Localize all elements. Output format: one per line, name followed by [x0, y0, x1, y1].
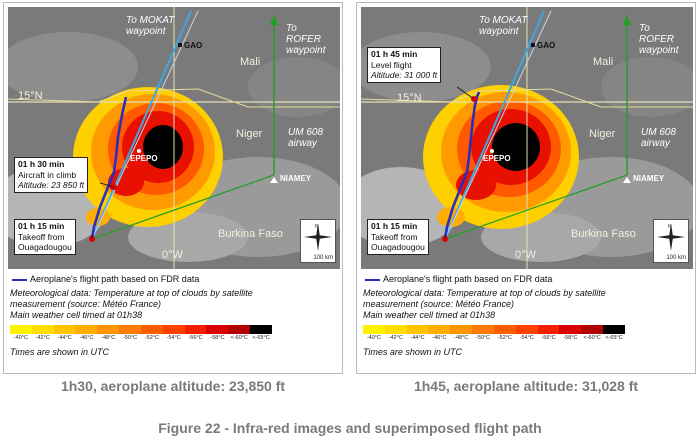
colorbar-swatch: [428, 325, 451, 334]
compass-rose: N 100 km: [653, 219, 689, 263]
label-niamey: NIAMEY: [633, 174, 665, 183]
legend-flight-path: Aeroplane's flight path based on FDR dat…: [363, 273, 693, 286]
legend: Aeroplane's flight path based on FDR dat…: [10, 273, 340, 357]
colorbar: [363, 325, 625, 334]
compass-rose: N 100 km: [300, 219, 336, 263]
colorbar-swatch: [537, 325, 560, 334]
caption-left: 1h30, aeroplane altitude: 23,850 ft: [60, 378, 286, 394]
colorbar-swatch: [472, 325, 494, 334]
satellite-map-1h30: To MOKAT waypoint To ROFER waypoint GAO Mal…: [8, 7, 340, 269]
label-15n: 15°N: [397, 92, 422, 104]
colorbar-swatch: [140, 325, 163, 334]
label-niamey: NIAMEY: [280, 174, 312, 183]
map-graphics: [8, 7, 340, 269]
label-0w: 0°W: [515, 249, 536, 261]
caption-right: 1h45, aeroplane altitude: 31,028 ft: [413, 378, 639, 394]
label-epepo: EPEPO: [130, 154, 158, 163]
label-um608: UM 608 airway: [288, 127, 324, 149]
flight-path-swatch: [365, 279, 380, 281]
label-0w: 0°W: [162, 249, 183, 261]
colorbar-swatch: [162, 325, 185, 334]
colorbar-swatch: [363, 325, 385, 334]
scale-label: 100 km: [313, 255, 333, 261]
callout-bottom: 01 h 15 min Takeoff from Ouagadougou: [367, 219, 429, 255]
label-to-mokat: To MOKAT waypoint: [479, 15, 528, 37]
label-mali: Mali: [593, 56, 614, 68]
colorbar-swatch: [184, 325, 207, 334]
colorbar-swatch: [581, 325, 604, 334]
callout-top: 01 h 30 min Aircraft in climb Altitude: …: [14, 157, 89, 193]
label-niger: Niger: [589, 128, 616, 140]
colorbar-swatch: [97, 325, 120, 334]
label-gao: GAO: [184, 41, 203, 50]
callout-top: 01 h 45 min Level flight Altitude: 31 00…: [367, 47, 442, 83]
colorbar-swatch: [493, 325, 516, 334]
label-gao: GAO: [537, 41, 556, 50]
svg-text:N: N: [668, 224, 672, 230]
meteo-text: Meteorological data: Temperature at top …: [10, 288, 253, 320]
colorbar-swatch: [206, 325, 229, 334]
colorbar-swatch: [119, 325, 141, 334]
meteo-text: Meteorological data: Temperature at top …: [363, 288, 606, 320]
temp-ticks: -40°C -42°C -44°C -46°C -48°C -50°C -52°C -54°C…: [13, 335, 270, 341]
compass-icon: N: [304, 223, 332, 251]
label-epepo: EPEPO: [483, 154, 511, 163]
utc-note: Times are shown in UTC: [10, 347, 109, 357]
flight-path-swatch: [12, 279, 27, 281]
colorbar-swatch: [31, 325, 54, 334]
svg-text:N: N: [315, 224, 319, 230]
colorbar-swatch: [603, 325, 625, 334]
figure-title: Figure 22 - Infra-red images and superim…: [158, 420, 542, 436]
utc-note: Times are shown in UTC: [363, 347, 462, 357]
colorbar-swatch: [250, 325, 272, 334]
colorbar-swatch: [75, 325, 98, 334]
legend-flight-path: Aeroplane's flight path based on FDR dat…: [10, 273, 340, 286]
label-to-mokat: To MOKAT waypoint: [126, 15, 175, 37]
scale-label: 100 km: [666, 255, 686, 261]
colorbar-swatch: [384, 325, 407, 334]
label-to-rofer: To ROFER waypoint: [286, 23, 326, 56]
label-mali: Mali: [240, 56, 261, 68]
label-niger: Niger: [236, 128, 263, 140]
compass-icon: N: [657, 223, 685, 251]
left-panel: To MOKAT waypoint To ROFER waypoint GAO Mal…: [3, 2, 343, 374]
right-panel: To MOKAT waypoint To ROFER waypoint GAO Mal…: [356, 2, 696, 374]
colorbar-swatch: [53, 325, 76, 334]
legend: Aeroplane's flight path based on FDR dat…: [363, 273, 693, 357]
colorbar: [10, 325, 272, 334]
colorbar-swatch: [559, 325, 582, 334]
label-to-rofer: To ROFER waypoint: [639, 23, 679, 56]
colorbar-swatch: [515, 325, 538, 334]
callout-bottom: 01 h 15 min Takeoff from Ouagadougou: [14, 219, 76, 255]
colorbar-swatch: [406, 325, 429, 334]
temp-ticks: -40°C -42°C -44°C -46°C -48°C -50°C -52°C -54°C…: [366, 335, 623, 341]
label-um608: UM 608 airway: [641, 127, 677, 149]
colorbar-swatch: [450, 325, 473, 334]
label-burkina: Burkina Faso: [218, 228, 283, 240]
label-burkina: Burkina Faso: [571, 228, 636, 240]
satellite-map-1h45: To MOKAT waypoint To ROFER waypoint GAO Mal…: [361, 7, 693, 269]
colorbar-swatch: [228, 325, 251, 334]
colorbar-swatch: [10, 325, 32, 334]
label-15n: 15°N: [18, 90, 43, 102]
